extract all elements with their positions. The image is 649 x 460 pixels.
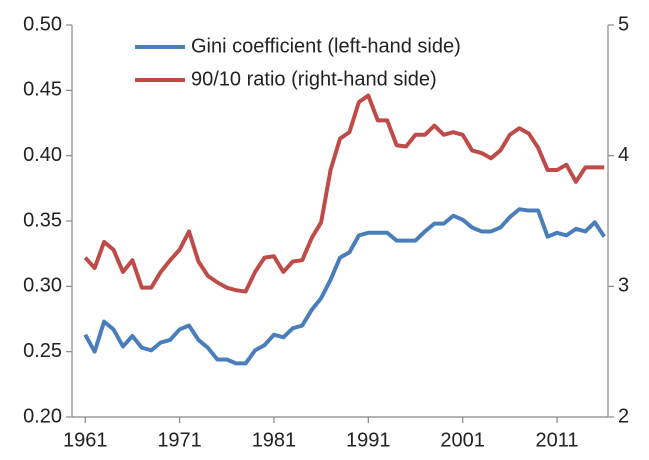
x-tick-label: 2001 [440, 429, 485, 451]
y2-tick-label: 3 [618, 275, 629, 297]
y2-tick-label: 4 [618, 144, 629, 166]
y-tick-label: 0.45 [23, 79, 62, 101]
y-tick-label: 0.20 [23, 405, 62, 427]
y-tick-label: 0.30 [23, 275, 62, 297]
x-tick-label: 1971 [157, 429, 202, 451]
y-tick-label: 0.50 [23, 13, 62, 35]
legend-label: Gini coefficient (left-hand side) [191, 35, 461, 57]
legend-label: 90/10 ratio (right-hand side) [191, 68, 437, 90]
x-tick-label: 2011 [536, 429, 579, 451]
series-line [83, 93, 605, 294]
y-tick-label: 0.40 [23, 144, 62, 166]
y-tick-label: 0.25 [23, 340, 62, 362]
x-tick-label: 1961 [63, 429, 108, 451]
y2-tick-label: 2 [618, 405, 629, 427]
x-tick-label: 1981 [252, 429, 297, 451]
y2-tick-label: 5 [618, 13, 629, 35]
y-tick-label: 0.35 [23, 209, 62, 231]
series-line [83, 207, 606, 366]
x-tick-label: 1991 [346, 429, 391, 451]
